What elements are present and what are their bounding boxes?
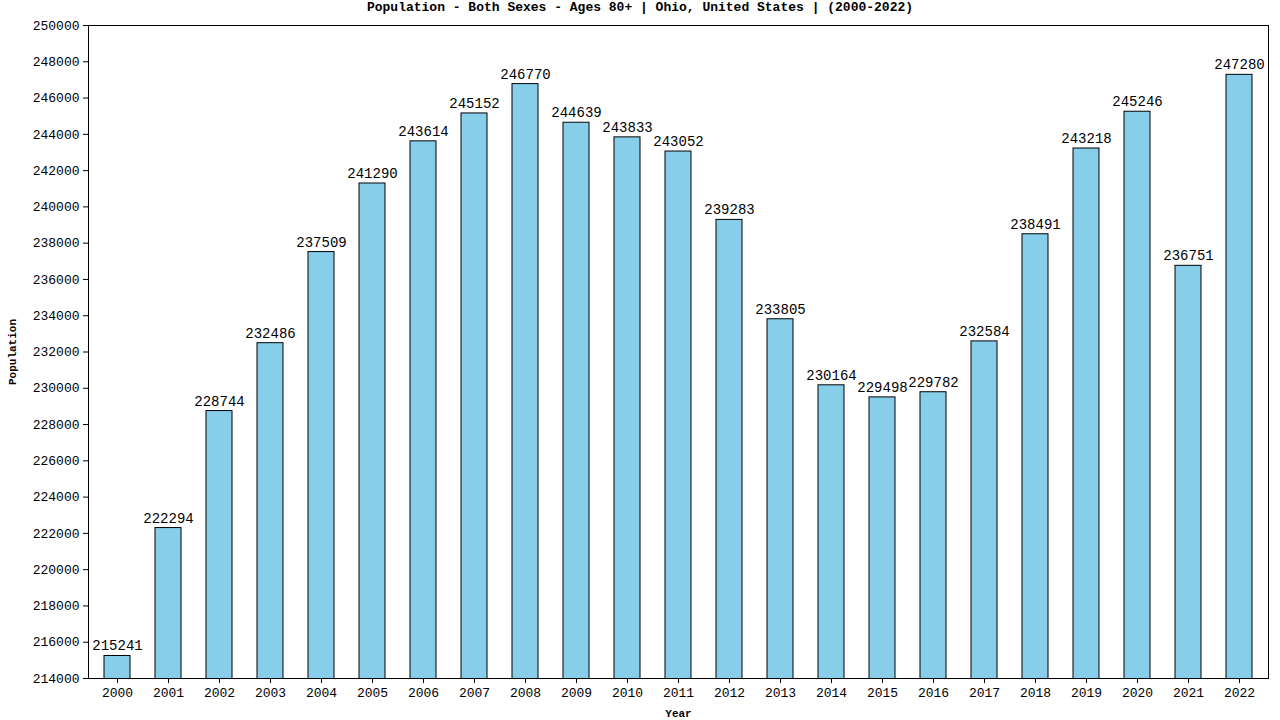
svg-text:2002: 2002 [204, 686, 235, 701]
svg-text:236751: 236751 [1163, 248, 1213, 264]
svg-text:2021: 2021 [1173, 686, 1204, 701]
svg-text:2018: 2018 [1020, 686, 1051, 701]
svg-text:216000: 216000 [33, 635, 80, 650]
svg-text:226000: 226000 [33, 454, 80, 469]
svg-text:236000: 236000 [33, 273, 80, 288]
svg-text:2016: 2016 [918, 686, 949, 701]
svg-text:230164: 230164 [806, 368, 856, 384]
svg-text:2014: 2014 [816, 686, 847, 701]
svg-text:2010: 2010 [612, 686, 643, 701]
svg-text:214000: 214000 [33, 672, 80, 687]
svg-text:230000: 230000 [33, 381, 80, 396]
html-text:Population - Both Sexes - Ages: Population - Both Sexes - Ages 80+ | Ohi… [367, 0, 913, 15]
svg-text:215241: 215241 [92, 638, 142, 654]
svg-text:245152: 245152 [449, 96, 499, 112]
svg-text:244639: 244639 [551, 105, 601, 121]
svg-text:2011: 2011 [663, 686, 694, 701]
svg-text:2017: 2017 [969, 686, 1000, 701]
svg-text:243052: 243052 [653, 134, 703, 150]
svg-text:232584: 232584 [959, 324, 1009, 340]
svg-text:2004: 2004 [306, 686, 337, 701]
svg-text:2001: 2001 [153, 686, 184, 701]
svg-text:2007: 2007 [459, 686, 490, 701]
svg-text:232486: 232486 [245, 326, 295, 342]
svg-text:247280: 247280 [1214, 57, 1264, 73]
svg-text:246000: 246000 [33, 91, 80, 106]
svg-text:224000: 224000 [33, 490, 80, 505]
svg-text:2013: 2013 [765, 686, 796, 701]
svg-text:229782: 229782 [908, 375, 958, 391]
svg-text:2009: 2009 [561, 686, 592, 701]
svg-text:2012: 2012 [714, 686, 745, 701]
svg-text:248000: 248000 [33, 55, 80, 70]
svg-text:Year: Year [665, 708, 691, 720]
svg-text:228744: 228744 [194, 394, 244, 410]
svg-text:238000: 238000 [33, 236, 80, 251]
svg-text:233805: 233805 [755, 302, 805, 318]
svg-text:241290: 241290 [347, 166, 397, 182]
svg-text:220000: 220000 [33, 563, 80, 578]
svg-text:232000: 232000 [33, 345, 80, 360]
svg-text:237509: 237509 [296, 235, 346, 251]
svg-text:Population: Population [7, 319, 19, 385]
svg-text:242000: 242000 [33, 164, 80, 179]
svg-text:2005: 2005 [357, 686, 388, 701]
svg-text:240000: 240000 [33, 200, 80, 215]
svg-text:243218: 243218 [1061, 131, 1111, 147]
svg-text:246770: 246770 [500, 67, 550, 83]
svg-text:228000: 228000 [33, 418, 80, 433]
svg-text:2003: 2003 [255, 686, 286, 701]
svg-text:229498: 229498 [857, 380, 907, 396]
svg-text:238491: 238491 [1010, 217, 1060, 233]
svg-text:2000: 2000 [102, 686, 133, 701]
svg-text:222000: 222000 [33, 527, 80, 542]
svg-text:250000: 250000 [33, 20, 80, 34]
svg-text:243614: 243614 [398, 124, 448, 140]
svg-text:2022: 2022 [1224, 686, 1255, 701]
svg-text:245246: 245246 [1112, 94, 1162, 110]
svg-text:222294: 222294 [143, 511, 193, 527]
svg-text:234000: 234000 [33, 309, 80, 324]
svg-text:218000: 218000 [33, 599, 80, 614]
svg-text:243833: 243833 [602, 120, 652, 136]
svg-text:2006: 2006 [408, 686, 439, 701]
svg-text:2020: 2020 [1122, 686, 1153, 701]
svg-text:2015: 2015 [867, 686, 898, 701]
svg-text:244000: 244000 [33, 127, 80, 142]
svg-text:2019: 2019 [1071, 686, 1102, 701]
svg-text:2008: 2008 [510, 686, 541, 701]
svg-text:239283: 239283 [704, 202, 754, 218]
